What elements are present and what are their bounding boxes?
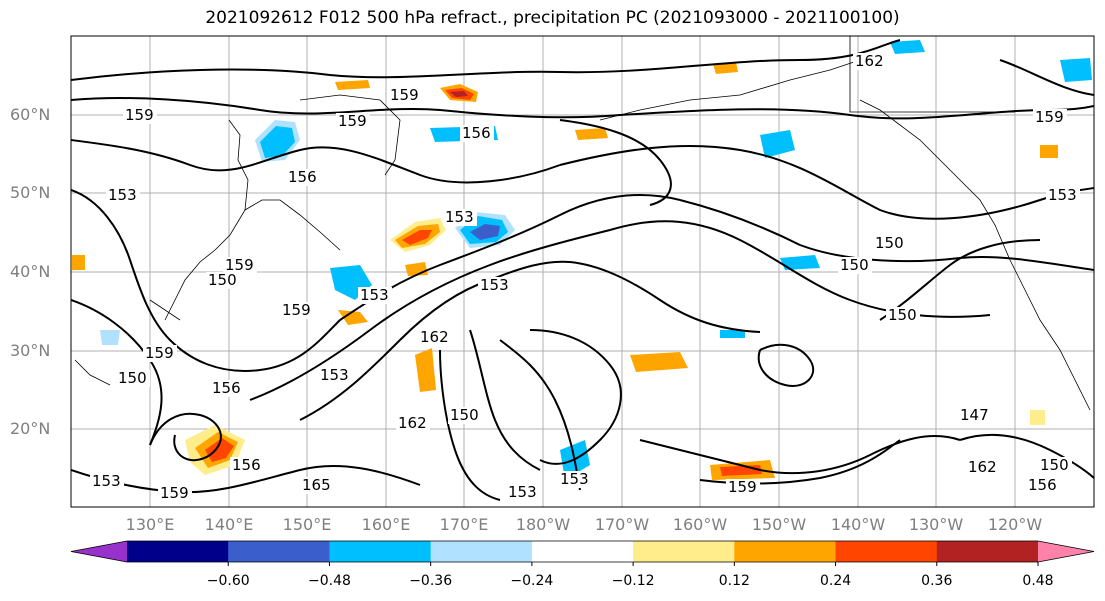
contour-label: 159 — [282, 301, 311, 319]
contour-label: 153 — [92, 472, 121, 490]
colorbar-tick-label: 0.36 — [921, 573, 953, 589]
colorbar-segment — [835, 541, 938, 562]
contour-labels: 1591591591561561531531501591591561531531… — [90, 52, 1080, 502]
longitude-label: 180°W — [515, 515, 571, 534]
contour-label: 156 — [232, 456, 261, 474]
longitude-label: 140°E — [204, 515, 254, 534]
colorbar-segment — [633, 541, 735, 562]
contour-label: 159 — [225, 256, 254, 274]
colorbar-tick-label: 0.12 — [718, 573, 750, 589]
latitude-label: 50°N — [10, 183, 51, 202]
contour-label: 153 — [1048, 186, 1077, 204]
contour-label: 150 — [1040, 456, 1069, 474]
contour-label: 165 — [302, 476, 331, 494]
contour-label: 156 — [1028, 476, 1057, 494]
latitude-label: 40°N — [10, 262, 51, 281]
colorbar-segment — [127, 541, 229, 562]
contour-label: 156 — [212, 379, 241, 397]
precipitation-patches — [72, 40, 1092, 480]
latitude-label: 30°N — [10, 341, 51, 360]
contour-label: 159 — [390, 86, 419, 104]
colorbar-tick-label: 0.48 — [1022, 573, 1054, 589]
contour-label: 159 — [160, 484, 189, 502]
contour-label: 153 — [360, 286, 389, 304]
contour-label: 150 — [118, 369, 147, 387]
contour-label: 150 — [888, 306, 917, 324]
colorbar-segment — [430, 541, 533, 562]
colorbar-tick-label: −0.48 — [307, 573, 351, 589]
colorbar-segment — [734, 541, 837, 562]
contour-label: 159 — [728, 478, 757, 496]
colorbar-segment — [228, 541, 330, 562]
contour-label: 162 — [855, 52, 884, 70]
longitude-label: 160°W — [672, 515, 728, 534]
contour-label: 159 — [145, 344, 174, 362]
longitude-label: 150°W — [751, 515, 807, 534]
contour-label: 159 — [125, 106, 154, 124]
contour-label: 153 — [108, 186, 137, 204]
contour-label: 150 — [840, 256, 869, 274]
longitude-label: 130°W — [908, 515, 964, 534]
longitude-label: 170°W — [594, 515, 650, 534]
colorbar-tick-label: −0.12 — [611, 573, 655, 589]
longitude-label: 140°W — [830, 515, 886, 534]
longitude-label: 150°E — [282, 515, 332, 534]
colorbar-segment — [936, 541, 1039, 562]
map-frame — [70, 35, 1095, 508]
contour-label: 162 — [968, 458, 997, 476]
longitude-label: 120°W — [987, 515, 1043, 534]
contour-label: 153 — [480, 276, 509, 294]
contour-label: 153 — [560, 470, 589, 488]
contour-label: 153 — [508, 483, 537, 501]
colorbar-tick-label: −0.24 — [510, 573, 554, 589]
contour-label: 162 — [420, 328, 449, 346]
contour-label: 147 — [960, 406, 989, 424]
longitude-label: 170°E — [439, 515, 489, 534]
latitude-label: 20°N — [10, 419, 51, 438]
contour-label: 159 — [338, 112, 367, 130]
colorbar-tick-label: 0.24 — [819, 573, 852, 589]
contour-label: 153 — [320, 366, 349, 384]
contour-label: 150 — [875, 234, 904, 252]
contour-label: 156 — [288, 168, 317, 186]
colorbar-tick-label: −0.60 — [206, 573, 250, 589]
contour-label: 150 — [208, 271, 237, 289]
map-title: 2021092612 F012 500 hPa refract., precip… — [205, 8, 900, 28]
colorbar-segment — [329, 541, 432, 562]
latitude-label: 60°N — [10, 105, 51, 124]
longitude-label: 130°E — [125, 515, 175, 534]
contour-label: 159 — [1035, 108, 1064, 126]
colorbar-outline — [70, 540, 1095, 563]
colorbar-tick-label: −0.36 — [409, 573, 453, 589]
contour-label: 156 — [462, 124, 491, 142]
colorbar-extend-low — [71, 541, 127, 562]
longitude-label: 160°E — [361, 515, 411, 534]
colorbar-segment — [531, 541, 634, 562]
coastlines — [74, 36, 1091, 411]
contour-label: 162 — [398, 414, 427, 432]
colorbar — [70, 540, 1095, 566]
contour-label: 150 — [450, 406, 479, 424]
colorbar-extend-high — [1038, 541, 1094, 562]
contour-label: 153 — [445, 208, 474, 226]
